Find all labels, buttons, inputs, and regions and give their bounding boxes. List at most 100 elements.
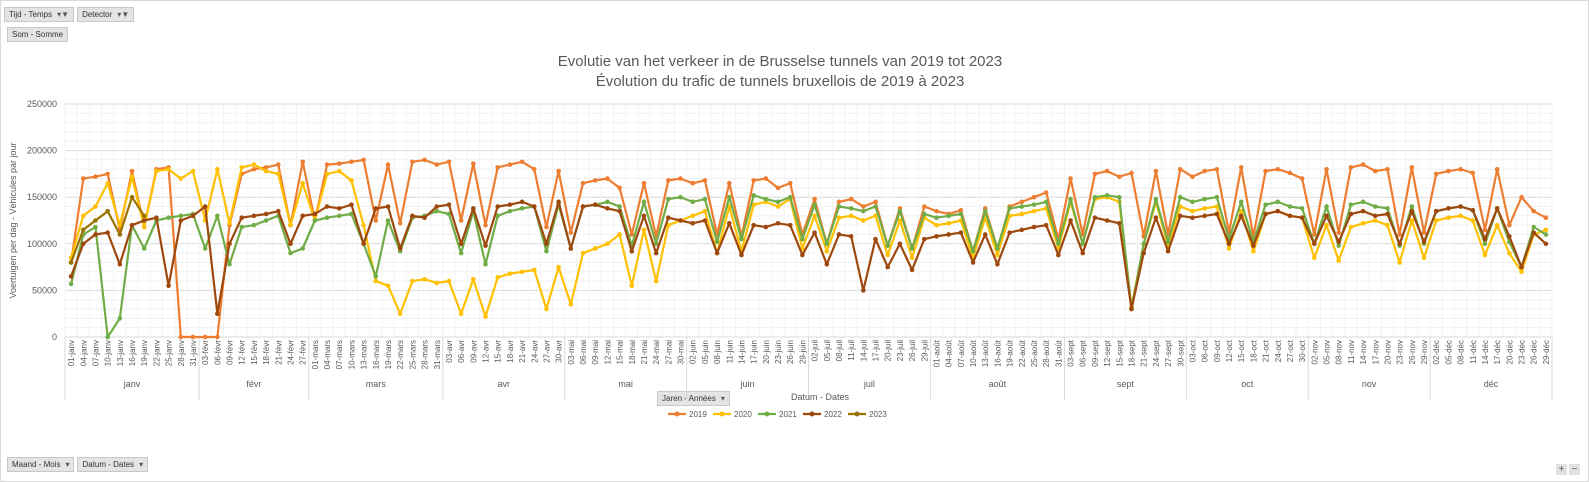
data-point-2022 bbox=[1153, 215, 1159, 221]
data-point-2020 bbox=[848, 213, 854, 219]
axis-field-datum-button[interactable]: Datum - Dates ▾ bbox=[77, 457, 149, 472]
legend-field-jaren-label: Jaren - Années bbox=[662, 394, 716, 403]
filter-tijd-button[interactable]: Tijd - Temps ▾▼ bbox=[4, 7, 75, 22]
x-tick-label: 23-juil bbox=[896, 340, 905, 362]
data-point-2022 bbox=[775, 220, 781, 226]
data-point-2022 bbox=[617, 208, 622, 214]
data-point-2019 bbox=[410, 159, 415, 165]
data-point-2021 bbox=[483, 262, 488, 267]
data-point-2021 bbox=[202, 246, 208, 251]
data-point-2022 bbox=[909, 267, 915, 273]
x-tick-label: 16-janv bbox=[128, 340, 137, 366]
data-point-2022 bbox=[117, 262, 123, 267]
data-point-2020 bbox=[1190, 208, 1195, 214]
data-point-2021 bbox=[726, 194, 732, 200]
data-point-2020 bbox=[166, 166, 171, 172]
data-point-2020 bbox=[580, 250, 586, 256]
data-point-2021 bbox=[775, 199, 781, 205]
data-point-2019 bbox=[690, 180, 696, 186]
x-tick-label: 04-août bbox=[945, 339, 954, 367]
filter-tijd-label: Tijd - Temps bbox=[9, 10, 53, 19]
x-tick-label: 26-juin bbox=[786, 340, 795, 364]
x-tick-label: 09-févr bbox=[226, 340, 235, 365]
data-point-2021 bbox=[1056, 241, 1061, 247]
data-point-2021 bbox=[714, 239, 720, 245]
x-tick-label: 22-janv bbox=[152, 340, 161, 366]
x-tick-label: 07-mars bbox=[335, 340, 344, 369]
data-point-2022 bbox=[410, 213, 415, 219]
data-point-2021 bbox=[1543, 232, 1549, 237]
data-point-2022 bbox=[580, 204, 586, 209]
data-point-2022 bbox=[312, 211, 318, 217]
data-point-2020 bbox=[1507, 250, 1512, 256]
data-point-2019 bbox=[580, 180, 586, 186]
x-tick-label: 15-avr bbox=[494, 340, 503, 363]
data-point-2022 bbox=[361, 241, 366, 247]
x-tick-label: 08-juin bbox=[713, 340, 722, 364]
data-point-2022 bbox=[690, 220, 696, 226]
data-point-2020 bbox=[141, 224, 147, 230]
data-point-2020 bbox=[215, 166, 220, 172]
data-point-2019 bbox=[385, 162, 391, 167]
x-tick-label: 11-déc bbox=[1469, 340, 1478, 364]
data-point-2020 bbox=[1433, 218, 1439, 223]
data-point-2021 bbox=[1019, 204, 1025, 209]
x-tick-label: 15-févr bbox=[250, 340, 259, 365]
data-point-2019 bbox=[1348, 165, 1354, 170]
data-point-2021 bbox=[848, 206, 854, 211]
data-point-2022 bbox=[861, 288, 866, 293]
x-tick-label: 02-juin bbox=[689, 340, 698, 364]
data-point-2019 bbox=[105, 171, 110, 177]
data-point-2020 bbox=[824, 248, 830, 254]
data-point-2022 bbox=[1104, 218, 1110, 223]
data-point-2020 bbox=[300, 180, 305, 186]
x-tick-label: 12-mai bbox=[603, 340, 612, 365]
data-point-2022 bbox=[1531, 230, 1537, 235]
y-tick-label: 100000 bbox=[27, 239, 57, 249]
expand-plus-button[interactable]: + bbox=[1556, 464, 1567, 475]
y-tick-label: 0 bbox=[52, 332, 57, 342]
data-point-2019 bbox=[422, 157, 427, 163]
x-tick-label: 14-juil bbox=[859, 340, 868, 362]
data-point-2022 bbox=[824, 262, 830, 267]
data-point-2019 bbox=[861, 204, 866, 209]
data-point-2022 bbox=[1141, 250, 1146, 256]
x-tick-label: 03-mai bbox=[567, 340, 576, 365]
data-point-2021 bbox=[946, 213, 951, 219]
data-point-2021 bbox=[812, 202, 817, 207]
data-point-2021 bbox=[1531, 224, 1537, 230]
data-point-2019 bbox=[1531, 208, 1537, 214]
legend-label-2019: 2019 bbox=[689, 410, 707, 419]
data-point-2019 bbox=[1104, 168, 1110, 174]
data-point-2022 bbox=[873, 236, 878, 242]
data-point-2022 bbox=[531, 204, 537, 209]
filter-detector-button[interactable]: Detector ▾▼ bbox=[77, 7, 135, 22]
legend-field-jaren-button[interactable]: Jaren - Années ▾ bbox=[657, 391, 730, 406]
x-tick-label: 11-juil bbox=[847, 340, 856, 361]
data-point-2022 bbox=[324, 204, 330, 209]
data-point-2019 bbox=[1202, 168, 1207, 174]
data-point-2020 bbox=[239, 165, 245, 170]
data-point-2019 bbox=[373, 218, 379, 223]
data-point-2020 bbox=[80, 213, 86, 219]
data-point-2022 bbox=[1202, 213, 1207, 219]
data-point-2020 bbox=[324, 171, 330, 177]
legend-label-2021: 2021 bbox=[779, 410, 797, 419]
x-tick-label: 08-déc bbox=[1457, 340, 1466, 364]
data-point-2022 bbox=[80, 241, 86, 247]
data-point-2021 bbox=[970, 248, 976, 254]
data-point-2019 bbox=[519, 159, 525, 165]
x-tick-label: 20-déc bbox=[1505, 340, 1514, 364]
collapse-minus-button[interactable]: − bbox=[1569, 464, 1580, 475]
data-point-2022 bbox=[702, 218, 708, 223]
x-tick-label: 17-nov bbox=[1371, 340, 1380, 364]
data-point-2020 bbox=[1494, 222, 1500, 228]
data-point-2022 bbox=[836, 232, 842, 237]
x-tick-label: 13-mars bbox=[360, 340, 369, 369]
x-tick-label: 10-mars bbox=[347, 340, 356, 369]
data-point-2021 bbox=[324, 215, 330, 221]
data-point-2022 bbox=[592, 202, 598, 207]
axis-field-maand-button[interactable]: Maand - Mois ▾ bbox=[7, 457, 75, 472]
value-field-som-button[interactable]: Som - Somme bbox=[7, 27, 69, 42]
data-point-2022 bbox=[93, 232, 98, 237]
